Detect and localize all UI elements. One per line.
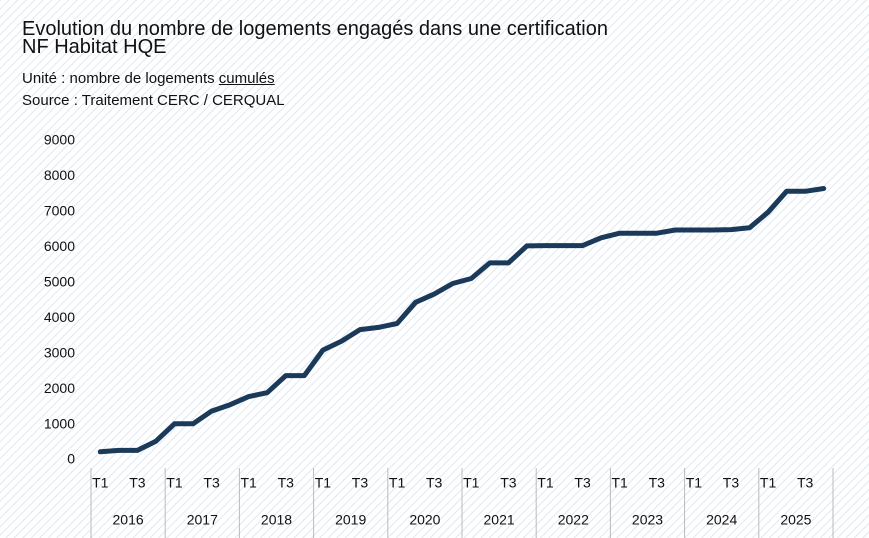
year-label: 2024 (706, 512, 737, 528)
x-tick-label: T1 (537, 475, 554, 491)
year-label: 2020 (409, 512, 440, 528)
y-tick-label: 3000 (44, 344, 75, 360)
x-tick-label: T1 (760, 475, 777, 491)
x-tick-label: T1 (241, 475, 258, 491)
subtitle-text: Unité : nombre de logements (22, 70, 215, 87)
x-tick-label: T1 (612, 475, 629, 491)
year-label: 2018 (261, 512, 292, 528)
year-label: 2017 (187, 512, 218, 528)
y-tick-label: 2000 (44, 380, 75, 396)
y-tick-label: 8000 (44, 167, 75, 183)
y-tick-label: 9000 (44, 132, 75, 148)
x-tick-label: T3 (500, 475, 517, 491)
x-tick-label: T3 (352, 475, 369, 491)
x-tick-label: T1 (315, 475, 332, 491)
x-tick-label: T3 (649, 475, 666, 491)
year-label: 2016 (113, 512, 144, 528)
data-line (97, 186, 827, 455)
year-label: 2025 (780, 512, 811, 528)
x-tick-label: T3 (723, 475, 740, 491)
source: Source : Traitement CERC / CERQUAL (22, 92, 285, 109)
y-tick-label: 1000 (44, 415, 75, 431)
year-label: 2021 (484, 512, 515, 528)
x-tick-label: T1 (463, 475, 480, 491)
x-tick-label: T3 (278, 475, 295, 491)
x-tick-label: T3 (129, 475, 146, 491)
chart-title: Evolution du nombre de logements engagés… (22, 18, 608, 58)
y-tick-label: 5000 (44, 273, 75, 289)
x-tick-label: T3 (574, 475, 591, 491)
year-label: 2022 (558, 512, 589, 528)
y-tick-label: 0 (67, 451, 75, 467)
x-tick-label: T3 (203, 475, 220, 491)
x-tick-label: T3 (426, 475, 443, 491)
subtitle: Unité : nombre de logements cumulés (22, 70, 275, 87)
y-tick-label: 7000 (44, 203, 75, 219)
y-tick-label: 4000 (44, 309, 75, 325)
x-tick-label: T1 (166, 475, 183, 491)
x-tick-label: T1 (92, 475, 109, 491)
subtitle-emphasis: cumulés (218, 70, 275, 87)
year-label: 2019 (335, 512, 366, 528)
y-tick-label: 6000 (44, 238, 75, 254)
x-tick-label: T1 (686, 475, 703, 491)
x-tick-label: T1 (389, 475, 406, 491)
x-tick-label: T3 (797, 475, 814, 491)
year-label: 2023 (632, 512, 663, 528)
